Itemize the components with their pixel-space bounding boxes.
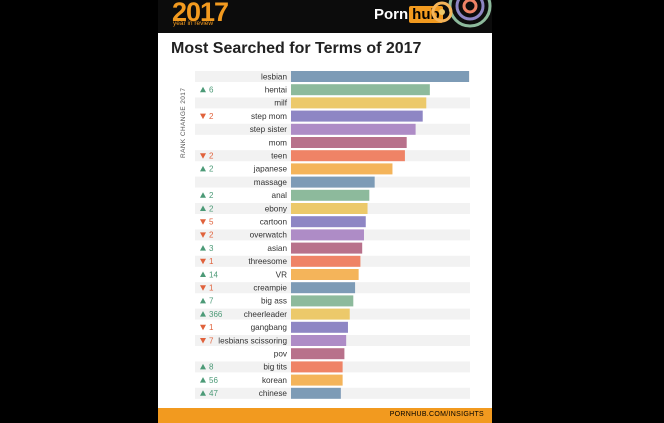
rank-change-value: 14 bbox=[209, 270, 218, 279]
category-label: pov bbox=[274, 350, 288, 359]
category-label: teen bbox=[271, 152, 287, 161]
bar-anal bbox=[291, 189, 370, 201]
bar-gangbang bbox=[291, 321, 348, 333]
bar-korean bbox=[291, 374, 343, 386]
arrow-down-icon bbox=[200, 338, 206, 344]
category-label: lesbian bbox=[261, 72, 287, 81]
year-subtitle: year in review bbox=[173, 20, 214, 27]
arrow-up-icon bbox=[200, 377, 206, 383]
rank-change-value: 2 bbox=[209, 231, 214, 240]
bar-creampie bbox=[291, 282, 356, 294]
rank-change-value: 366 bbox=[209, 310, 223, 319]
arrow-up-icon bbox=[200, 86, 206, 93]
bar-step-sister bbox=[291, 123, 416, 135]
year-label: 2017 bbox=[172, 0, 229, 27]
rank-change-value: 6 bbox=[209, 86, 214, 95]
arrow-up-icon bbox=[200, 192, 206, 198]
rank-change-value: 2 bbox=[209, 204, 214, 213]
brand-logo-left: Porn bbox=[374, 6, 409, 23]
bar-mom bbox=[291, 137, 407, 148]
arrow-down-icon bbox=[200, 285, 206, 291]
rank-change-value: 7 bbox=[209, 336, 214, 345]
bar-ebony bbox=[291, 203, 368, 214]
arrow-down-icon bbox=[200, 232, 206, 238]
arrow-down-icon bbox=[200, 219, 206, 225]
bar-massage bbox=[291, 176, 375, 188]
category-label: gangbang bbox=[251, 323, 288, 332]
arrow-up-icon bbox=[200, 311, 206, 317]
bar-teen bbox=[291, 150, 405, 162]
arrow-up-icon bbox=[200, 245, 206, 251]
arrow-down-icon bbox=[200, 153, 206, 159]
category-label: japanese bbox=[253, 165, 288, 174]
rank-change-value: 56 bbox=[209, 376, 218, 385]
category-label: step mom bbox=[251, 112, 287, 121]
bar-chart: lesbian hentai 6 milf step mom 2 step sister mo… bbox=[195, 71, 470, 399]
category-label: hentai bbox=[265, 86, 287, 95]
rank-change-value: 2 bbox=[209, 165, 214, 174]
rank-change-value: 1 bbox=[209, 284, 214, 293]
footer-link[interactable]: PORNHUB.COM/INSIGHTS bbox=[389, 411, 484, 418]
infographic-card: 2017 year in review Porn hub Most Searche… bbox=[158, 0, 492, 423]
rank-change-value: 2 bbox=[209, 112, 214, 121]
header-banner: 2017 year in review Porn hub bbox=[158, 0, 492, 33]
arrow-up-icon bbox=[200, 297, 206, 304]
bar-lesbians-scissoring bbox=[291, 335, 347, 346]
arrow-up-icon bbox=[200, 390, 206, 396]
category-label: big ass bbox=[261, 297, 287, 306]
arrow-up-icon bbox=[200, 363, 206, 370]
category-label: big tits bbox=[263, 363, 287, 372]
category-label: step sister bbox=[250, 125, 288, 134]
footer-bar: PORNHUB.COM/INSIGHTS bbox=[158, 408, 492, 423]
bar-chinese bbox=[291, 387, 341, 399]
rank-change-value: 1 bbox=[209, 257, 214, 266]
category-label: anal bbox=[272, 191, 288, 200]
rank-change-value: 3 bbox=[209, 244, 214, 253]
category-label: lesbians scissoring bbox=[218, 336, 287, 345]
bar-overwatch bbox=[291, 229, 364, 241]
category-label: cheerleader bbox=[244, 310, 288, 319]
bar-big-tits bbox=[291, 361, 343, 373]
rank-change-value: 5 bbox=[209, 218, 214, 227]
category-label: VR bbox=[276, 270, 287, 279]
bar-vr bbox=[291, 269, 359, 280]
category-label: massage bbox=[254, 178, 288, 187]
bar-asian bbox=[291, 242, 363, 254]
bar-japanese bbox=[291, 163, 393, 175]
bar-big-ass bbox=[291, 295, 354, 307]
rank-change-value: 1 bbox=[209, 323, 214, 332]
rank-change-value: 7 bbox=[209, 297, 214, 306]
bar-lesbian bbox=[291, 71, 469, 82]
rank-change-value: 2 bbox=[209, 191, 214, 200]
arrow-up-icon bbox=[200, 205, 206, 211]
arrow-down-icon bbox=[200, 258, 206, 265]
rank-change-value: 47 bbox=[209, 389, 218, 398]
category-label: overwatch bbox=[250, 231, 288, 240]
category-label: chinese bbox=[259, 389, 288, 398]
bar-pov bbox=[291, 348, 345, 360]
bar-milf bbox=[291, 97, 427, 109]
bar-cheerleader bbox=[291, 308, 350, 320]
bar-threesome bbox=[291, 255, 361, 267]
chart-title: Most Searched for Terms of 2017 bbox=[171, 40, 422, 57]
category-label: cartoon bbox=[260, 218, 288, 227]
category-label: milf bbox=[274, 99, 287, 108]
category-label: creampie bbox=[253, 284, 287, 293]
category-label: asian bbox=[267, 244, 287, 253]
arrow-up-icon bbox=[200, 271, 206, 277]
category-label: ebony bbox=[265, 204, 288, 213]
decorative-circles-icon bbox=[431, 0, 492, 28]
bar-hentai bbox=[291, 84, 430, 96]
arrow-down-icon bbox=[200, 324, 206, 331]
arrow-down-icon bbox=[200, 113, 206, 120]
bar-step-mom bbox=[291, 110, 423, 122]
category-label: korean bbox=[262, 376, 287, 385]
rank-change-value: 2 bbox=[209, 152, 214, 161]
category-label: threesome bbox=[248, 257, 287, 266]
category-label: mom bbox=[269, 138, 287, 147]
arrow-up-icon bbox=[200, 165, 206, 172]
rank-change-value: 8 bbox=[209, 363, 214, 372]
bar-cartoon bbox=[291, 216, 366, 228]
